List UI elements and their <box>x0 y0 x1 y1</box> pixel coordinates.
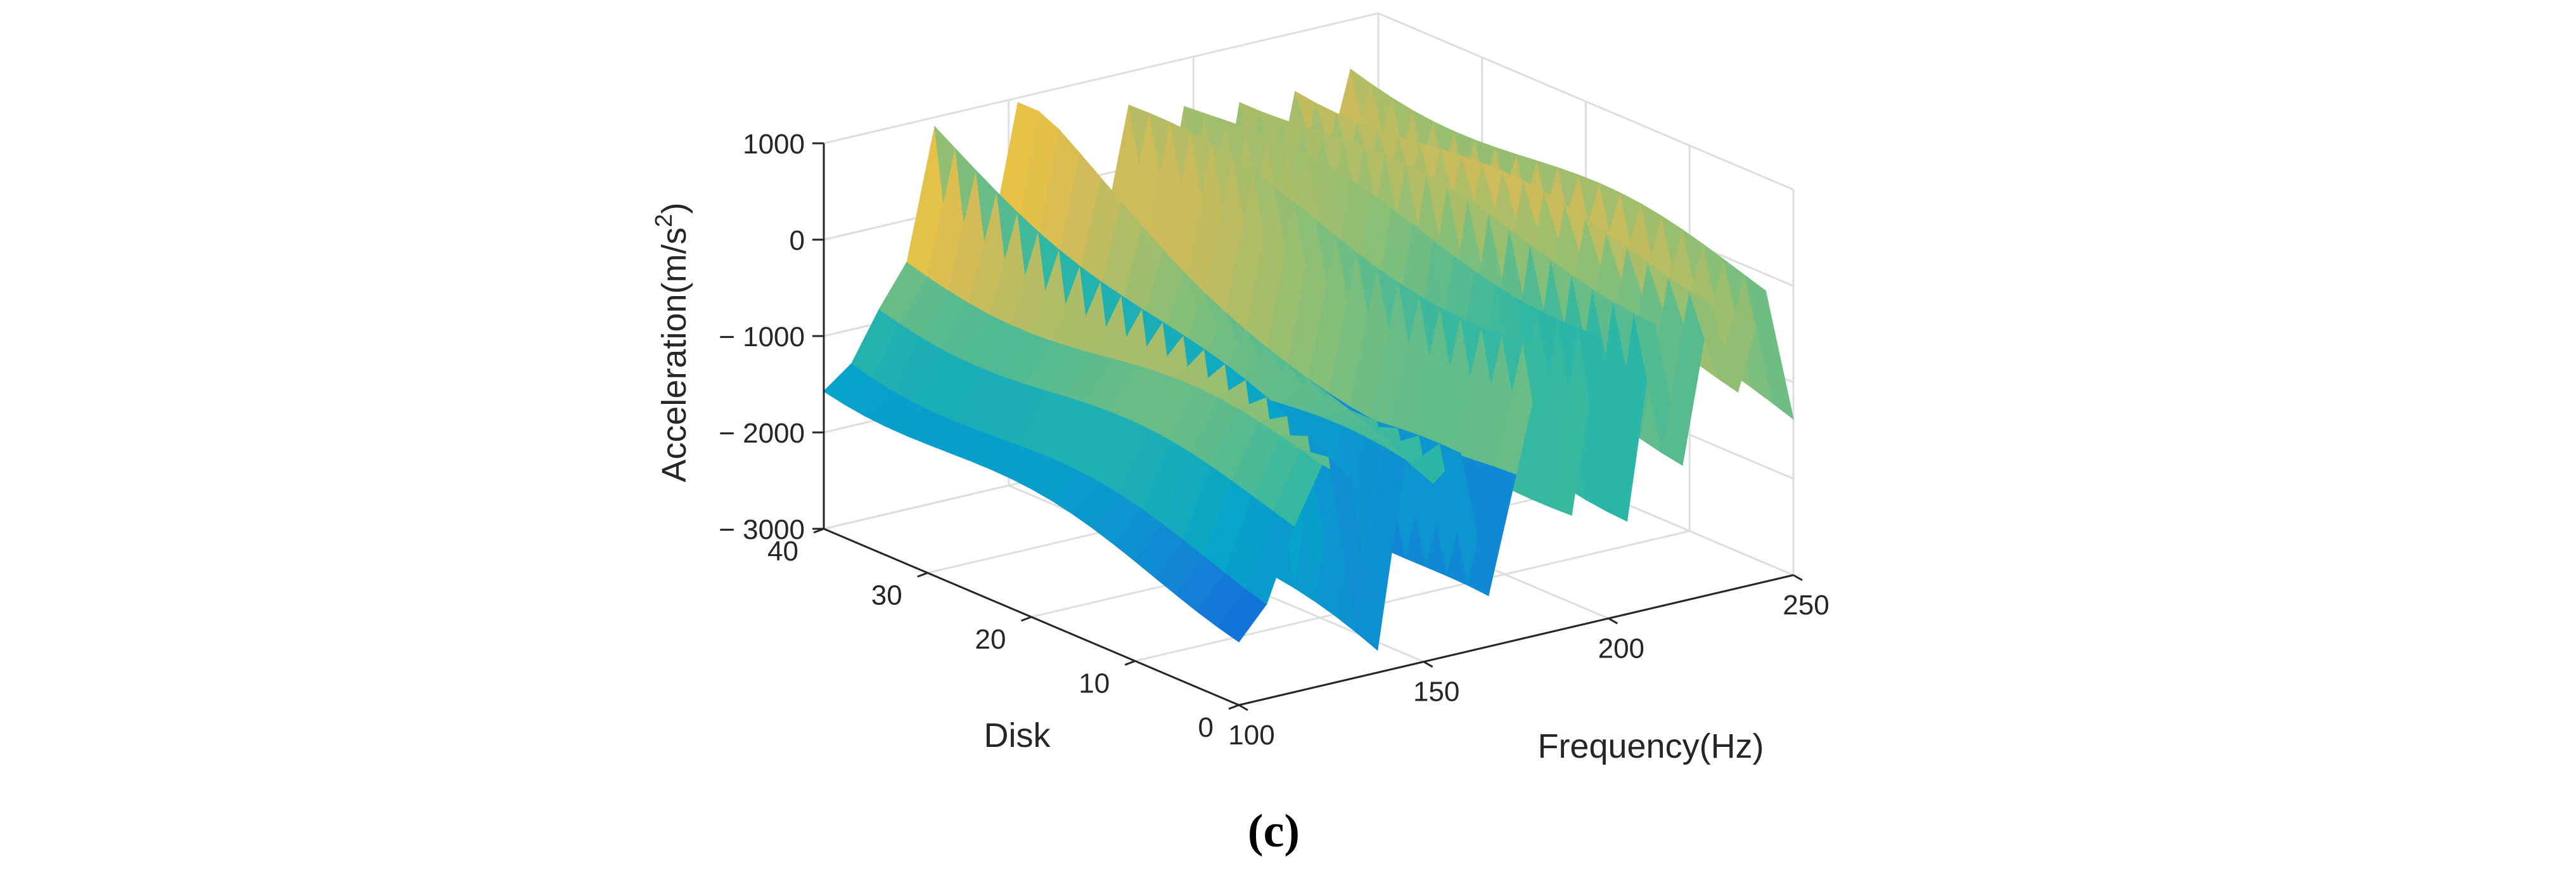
surface-patch-f19-d0 <box>1744 275 1794 420</box>
x-axis-label: Frequency(Hz) <box>1537 727 1764 765</box>
grid-line-back-z-0 <box>823 12 1379 145</box>
y-tick-label-4: 40 <box>767 536 798 567</box>
y-tick-label-1: 10 <box>1079 668 1110 699</box>
x-tick-mark-0 <box>1238 704 1248 711</box>
figure-caption: (c) <box>1248 805 1300 857</box>
x-tick-label-3: 250 <box>1783 590 1829 621</box>
z-axis-label-end: ) <box>655 202 693 214</box>
y-tick-mark-1 <box>1124 660 1136 666</box>
z-tick-label-3: − 2000 <box>719 418 805 449</box>
y-tick-mark-0 <box>1228 704 1240 710</box>
y-tick-mark-3 <box>917 572 928 578</box>
z-tick-label-0: 1000 <box>743 129 805 160</box>
x-tick-label-1: 150 <box>1413 677 1459 708</box>
grid-line-side-z-0 <box>1378 12 1794 191</box>
x-tick-mark-1 <box>1423 661 1433 668</box>
y-tick-label-3: 30 <box>871 580 902 611</box>
grid-line-floor-y-1 <box>1134 530 1690 662</box>
y-tick-label-2: 20 <box>975 624 1006 655</box>
y-tick-mark-2 <box>1020 616 1032 622</box>
z-axis-label-main: Acceleration(m/s <box>655 227 693 482</box>
x-tick-label-0: 100 <box>1228 720 1274 751</box>
z-axis-label-sup: 2 <box>651 214 677 227</box>
z-tick-label-2: − 1000 <box>719 321 805 353</box>
x-axis-line <box>1238 574 1794 706</box>
tick-labels: 100 150 200 250 0 10 20 30 40 1000 0 − 1000 − 2000 − … <box>719 129 1829 751</box>
x-tick-label-2: 200 <box>1598 633 1644 664</box>
z-axis-label: Acceleration(m/s2) <box>651 202 693 482</box>
y-axis-label: Disk <box>984 716 1051 755</box>
y-tick-label-0: 0 <box>1198 712 1214 743</box>
surface-plot <box>823 68 1794 651</box>
x-tick-mark-3 <box>1793 574 1803 581</box>
z-tick-label-1: 0 <box>790 225 805 256</box>
z-tick-label-4: − 3000 <box>719 514 805 545</box>
x-tick-mark-2 <box>1608 618 1618 625</box>
